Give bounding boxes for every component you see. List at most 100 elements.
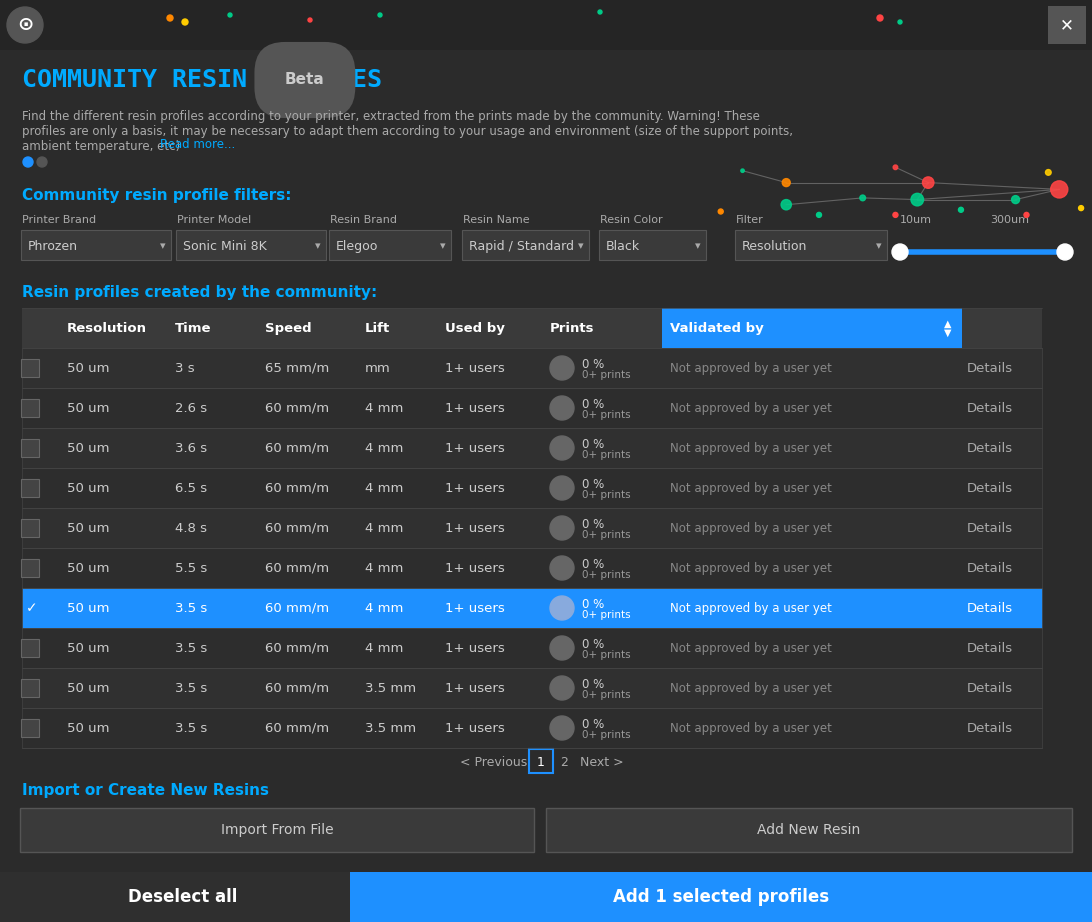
FancyBboxPatch shape [22, 508, 1042, 548]
Text: Resolution: Resolution [741, 240, 807, 253]
Text: Details: Details [968, 601, 1013, 614]
Text: 60 mm/m: 60 mm/m [265, 722, 329, 735]
Circle shape [1024, 212, 1029, 218]
Text: Lift: Lift [365, 322, 390, 335]
Circle shape [37, 157, 47, 167]
Text: 50 um: 50 um [67, 561, 109, 574]
FancyBboxPatch shape [22, 708, 1042, 748]
Circle shape [719, 209, 723, 214]
Text: 300um: 300um [990, 215, 1029, 225]
Circle shape [877, 15, 883, 21]
Text: 3.5 s: 3.5 s [175, 601, 207, 614]
Text: ⊙: ⊙ [16, 16, 33, 34]
FancyBboxPatch shape [0, 50, 1092, 922]
Text: 4 mm: 4 mm [365, 601, 403, 614]
Text: 3 s: 3 s [175, 361, 194, 374]
FancyBboxPatch shape [21, 359, 39, 377]
Text: 0+ prints: 0+ prints [582, 690, 630, 700]
Text: 0 %: 0 % [582, 438, 604, 451]
Circle shape [1011, 195, 1020, 204]
Text: 50 um: 50 um [67, 401, 109, 415]
Circle shape [550, 596, 574, 620]
Text: 60 mm/m: 60 mm/m [265, 442, 329, 455]
FancyBboxPatch shape [351, 872, 1092, 922]
Circle shape [911, 194, 924, 206]
Text: Not approved by a user yet: Not approved by a user yet [670, 522, 832, 535]
Text: 0+ prints: 0+ prints [582, 370, 630, 380]
Text: ▲: ▲ [943, 319, 951, 329]
Text: Next >: Next > [580, 755, 624, 769]
Text: Details: Details [968, 642, 1013, 655]
Circle shape [898, 20, 902, 24]
Text: 0 %: 0 % [582, 597, 604, 610]
Text: ✕: ✕ [1060, 16, 1073, 34]
Text: ▾: ▾ [578, 241, 583, 251]
FancyBboxPatch shape [22, 348, 1042, 388]
Circle shape [550, 436, 574, 460]
Text: 0 %: 0 % [582, 358, 604, 371]
Circle shape [550, 636, 574, 660]
Text: Community resin profile filters:: Community resin profile filters: [22, 187, 292, 203]
Text: 0 %: 0 % [582, 637, 604, 651]
Text: 50 um: 50 um [67, 442, 109, 455]
Text: 4 mm: 4 mm [365, 481, 403, 494]
Text: 4 mm: 4 mm [365, 401, 403, 415]
Text: Details: Details [968, 722, 1013, 735]
Text: Details: Details [968, 361, 1013, 374]
Text: Validated by: Validated by [670, 322, 763, 335]
FancyBboxPatch shape [600, 230, 707, 260]
Circle shape [1045, 170, 1052, 175]
Circle shape [167, 15, 173, 21]
Circle shape [598, 10, 602, 14]
Text: 3.5 s: 3.5 s [175, 722, 207, 735]
Circle shape [959, 207, 963, 212]
Text: ✓: ✓ [26, 601, 38, 615]
Text: < Previous: < Previous [460, 755, 527, 769]
Circle shape [923, 177, 934, 188]
Circle shape [308, 18, 312, 22]
Text: Black: Black [606, 240, 640, 253]
FancyBboxPatch shape [22, 668, 1042, 708]
Text: Resolution: Resolution [67, 322, 147, 335]
Text: 50 um: 50 um [67, 642, 109, 655]
FancyBboxPatch shape [22, 628, 1042, 668]
Circle shape [859, 195, 866, 201]
Text: Import or Create New Resins: Import or Create New Resins [22, 783, 269, 798]
Circle shape [1057, 244, 1073, 260]
Text: 60 mm/m: 60 mm/m [265, 561, 329, 574]
Text: Sonic Mini 8K: Sonic Mini 8K [183, 240, 266, 253]
FancyBboxPatch shape [22, 308, 1042, 348]
Text: 4 mm: 4 mm [365, 561, 403, 574]
Text: 0+ prints: 0+ prints [582, 410, 630, 420]
Text: 3.5 s: 3.5 s [175, 681, 207, 694]
Text: Printer Brand: Printer Brand [22, 215, 96, 225]
Text: Import From File: Import From File [221, 823, 333, 837]
Text: 60 mm/m: 60 mm/m [265, 481, 329, 494]
FancyBboxPatch shape [329, 230, 451, 260]
Circle shape [550, 676, 574, 700]
Circle shape [378, 13, 382, 17]
Text: Details: Details [968, 681, 1013, 694]
Circle shape [550, 396, 574, 420]
Text: ▾: ▾ [314, 241, 321, 251]
Text: 3.6 s: 3.6 s [175, 442, 207, 455]
Text: Details: Details [968, 401, 1013, 415]
Text: 1+ users: 1+ users [446, 481, 505, 494]
FancyBboxPatch shape [462, 230, 589, 260]
FancyBboxPatch shape [21, 519, 39, 537]
Text: Resin Brand: Resin Brand [330, 215, 397, 225]
Text: 0+ prints: 0+ prints [582, 490, 630, 500]
Text: 60 mm/m: 60 mm/m [265, 522, 329, 535]
Text: Details: Details [968, 442, 1013, 455]
Circle shape [781, 199, 792, 210]
Text: 0 %: 0 % [582, 717, 604, 730]
Text: ▾: ▾ [695, 241, 701, 251]
Text: 50 um: 50 um [67, 722, 109, 735]
FancyBboxPatch shape [21, 439, 39, 457]
Text: 0+ prints: 0+ prints [582, 570, 630, 580]
Text: Not approved by a user yet: Not approved by a user yet [670, 401, 832, 415]
Text: Find the different resin profiles according to your printer, extracted from the : Find the different resin profiles accord… [22, 110, 793, 153]
Text: 0 %: 0 % [582, 397, 604, 410]
Text: 0+ prints: 0+ prints [582, 450, 630, 460]
Text: Used by: Used by [446, 322, 505, 335]
